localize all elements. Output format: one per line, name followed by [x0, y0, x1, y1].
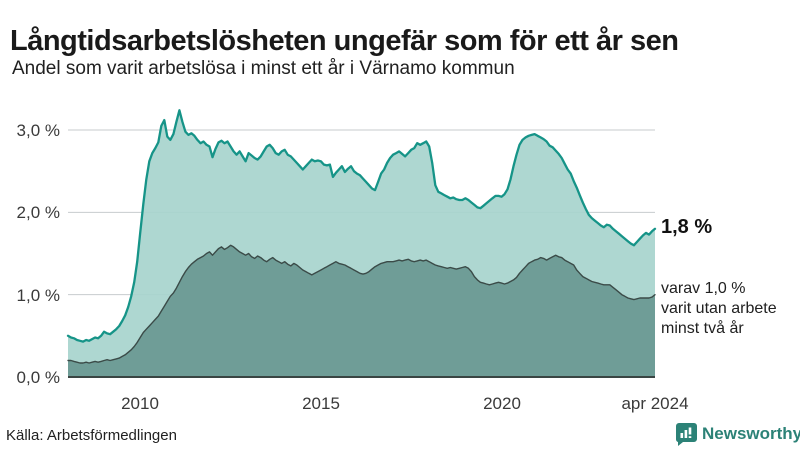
y-tick-2: 2,0 % — [16, 203, 60, 222]
x-tick-2020: 2020 — [483, 394, 521, 413]
y-tick-3: 3,0 % — [16, 121, 60, 140]
x-tick-2015: 2015 — [302, 394, 340, 413]
chart-subtitle: Andel som varit arbetslösa i minst ett å… — [12, 58, 515, 79]
brand-name: Newsworthy — [702, 424, 800, 443]
brand-lockup: Newsworthy — [676, 422, 800, 446]
y-tick-1: 1,0 % — [16, 286, 60, 305]
x-tick-apr-2024: apr 2024 — [621, 394, 689, 413]
series-line-0 — [66, 109, 657, 343]
x-tick-2010: 2010 — [121, 394, 159, 413]
sub-value-annotation: varav 1,0 % varit utan arbete minst två … — [661, 280, 777, 337]
source-note: Källa: Arbetsförmedlingen — [6, 427, 177, 444]
series-line-1 — [67, 244, 656, 364]
plot-area — [0, 88, 800, 418]
newsworthy-pin-barchart-icon — [676, 422, 697, 446]
series-area-1 — [68, 245, 655, 377]
y-tick-0: 0,0 % — [16, 368, 60, 387]
end-value-annotation: 1,8 % — [661, 216, 713, 238]
chart-title: Långtidsarbetslösheten ungefär som för e… — [10, 25, 679, 58]
area-chart — [66, 109, 657, 378]
